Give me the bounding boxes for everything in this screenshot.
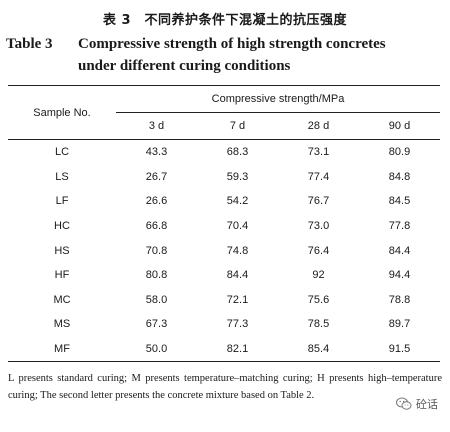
table-footnote: L presents standard curing; M presents t…: [8, 373, 442, 401]
strength-cell: 94.4: [388, 269, 411, 282]
group-header-strength: Compressive strength/MPa: [116, 85, 440, 113]
compressive-strength-table: Sample No. Compressive strength/MPa 3 d …: [8, 85, 440, 363]
strength-cell: 50.0: [116, 336, 197, 363]
table-label: Table 3: [6, 36, 53, 52]
strength-cell: 75.6: [307, 293, 330, 306]
strength-cell: 89.7: [388, 318, 411, 331]
sample-cell: HS: [54, 244, 70, 257]
strength-cell: 74.8: [226, 244, 249, 257]
watermark-text: 砼话: [416, 398, 438, 411]
table-body: LC 43.3 68.3 73.1 80.9 LS 26.7 59.3 77.4 84.8 LF 26…: [8, 140, 440, 363]
sample-cell: HF: [54, 269, 70, 282]
strength-cell: 78.5: [307, 318, 330, 331]
column-header-28d: 28 d: [278, 112, 359, 140]
table-row: MC 58.0 72.1 75.6 78.8: [8, 288, 440, 313]
strength-cell: 66.8: [145, 220, 168, 233]
table-title-chinese: 表 3 不同养护条件下混凝土的抗压强度: [102, 13, 348, 28]
column-header-3d: 3 d: [116, 112, 197, 140]
strength-cell: 67.3: [145, 318, 168, 331]
sample-cell: MF: [8, 336, 116, 363]
strength-cell: 84.5: [388, 195, 411, 208]
strength-cell: 26.6: [145, 195, 168, 208]
sample-cell: MS: [53, 318, 71, 331]
strength-cell: 78.8: [388, 293, 411, 306]
strength-cell: 54.2: [226, 195, 249, 208]
table-row: MS 67.3 77.3 78.5 89.7: [8, 312, 440, 337]
strength-cell: 84.8: [388, 170, 411, 183]
table-row: MF 50.0 82.1 85.4 91.5: [8, 336, 440, 363]
strength-cell: 92: [312, 269, 325, 282]
strength-cell: 76.4: [307, 244, 330, 257]
row-header-sample-no: Sample No.: [8, 85, 116, 140]
strength-cell: 76.7: [307, 195, 330, 208]
table-row: LC 43.3 68.3 73.1 80.9: [8, 140, 440, 165]
table-row: LF 26.6 54.2 76.7 84.5: [8, 189, 440, 214]
strength-cell: 80.8: [145, 269, 168, 282]
table-row: HS 70.8 74.8 76.4 84.4: [8, 238, 440, 263]
strength-cell: 73.0: [307, 220, 330, 233]
sample-cell: MC: [53, 293, 71, 306]
table-row: HC 66.8 70.4 73.0 77.8: [8, 214, 440, 239]
strength-cell: 43.3: [145, 146, 168, 159]
column-header-90d: 90 d: [359, 112, 440, 140]
strength-cell: 58.0: [145, 293, 168, 306]
strength-cell: 77.3: [226, 318, 249, 331]
strength-cell: 26.7: [145, 170, 168, 183]
strength-cell: 84.4: [226, 269, 249, 282]
strength-cell: 70.4: [226, 220, 249, 233]
strength-cell: 77.8: [388, 220, 411, 233]
strength-cell: 72.1: [226, 293, 249, 306]
column-header-7d: 7 d: [197, 112, 278, 140]
strength-cell: 59.3: [226, 170, 249, 183]
strength-cell: 73.1: [307, 146, 330, 159]
strength-cell: 91.5: [359, 336, 440, 363]
strength-cell: 68.3: [226, 146, 249, 159]
table-row: LS 26.7 59.3 77.4 84.8: [8, 165, 440, 190]
sample-cell: LF: [55, 195, 69, 208]
strength-cell: 82.1: [197, 336, 278, 363]
strength-cell: 80.9: [388, 146, 411, 159]
table-title-line-1: Compressive strength of high strength co…: [78, 36, 386, 52]
strength-cell: 70.8: [145, 244, 168, 257]
wechat-icon: [396, 397, 412, 411]
table-title-line-2: under different curing conditions: [78, 58, 291, 74]
table-row: HF 80.8 84.4 92 94.4: [8, 263, 440, 288]
strength-cell: 85.4: [278, 336, 359, 363]
table-title-english: Table 3 Compressive strength of high stre…: [6, 33, 446, 77]
watermark: 砼话: [394, 396, 440, 412]
sample-cell: LS: [55, 170, 69, 183]
sample-cell: HC: [54, 220, 70, 233]
sample-cell: LC: [54, 146, 70, 159]
strength-cell: 84.4: [388, 244, 411, 257]
strength-cell: 77.4: [307, 170, 330, 183]
